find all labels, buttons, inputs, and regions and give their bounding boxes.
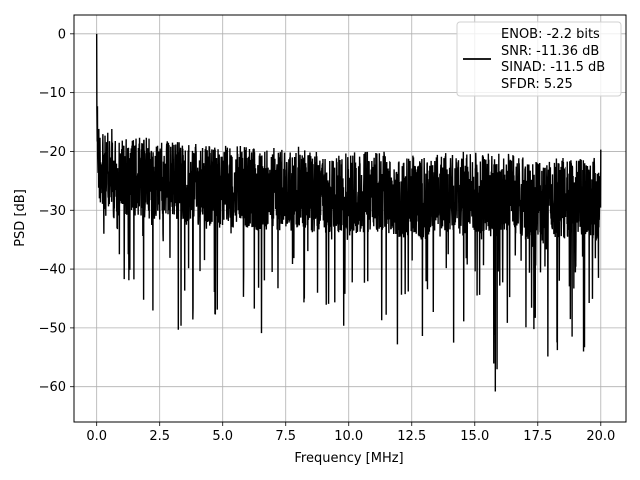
legend-line-3: SINAD: -11.5 dB (501, 60, 605, 75)
y-tick-label: −50 (39, 321, 66, 336)
x-tick-label: 15.0 (460, 429, 489, 444)
y-tick-label: −30 (39, 204, 66, 219)
x-tick-label: 2.5 (149, 429, 170, 444)
x-tick-label: 7.5 (275, 429, 296, 444)
x-tick-label: 17.5 (523, 429, 552, 444)
legend: ENOB: -2.2 bits SNR: -11.36 dB SINAD: -1… (456, 21, 622, 97)
legend-line-2: SNR: -11.36 dB (501, 44, 599, 59)
axes-frame (73, 14, 627, 423)
x-tick-label: 0.0 (86, 429, 107, 444)
y-tick-label: −60 (39, 380, 66, 395)
x-tick-label: 5.0 (212, 429, 233, 444)
x-axis-label: Frequency [MHz] (294, 451, 403, 466)
y-tick-label: −20 (39, 145, 66, 160)
x-tick-label: 12.5 (397, 429, 426, 444)
y-axis-label: PSD [dB] (13, 189, 28, 247)
y-axis-ticks: 0 −10 −20 −30 −40 −50 −60 (39, 27, 74, 395)
y-tick-label: −10 (39, 86, 66, 101)
x-axis-ticks: 0.0 2.5 5.0 7.5 10.0 12.5 15.0 17.5 20.0 (86, 422, 615, 444)
x-tick-label: 20.0 (586, 429, 615, 444)
y-tick-label: −40 (39, 263, 66, 278)
legend-line-4: SFDR: 5.25 (501, 77, 573, 92)
plot-area (95, 33, 602, 392)
y-tick-label: 0 (58, 27, 66, 42)
legend-box (456, 21, 622, 97)
x-tick-label: 10.0 (334, 429, 363, 444)
legend-line-1: ENOB: -2.2 bits (501, 27, 600, 42)
psd-series-line (95, 33, 602, 392)
